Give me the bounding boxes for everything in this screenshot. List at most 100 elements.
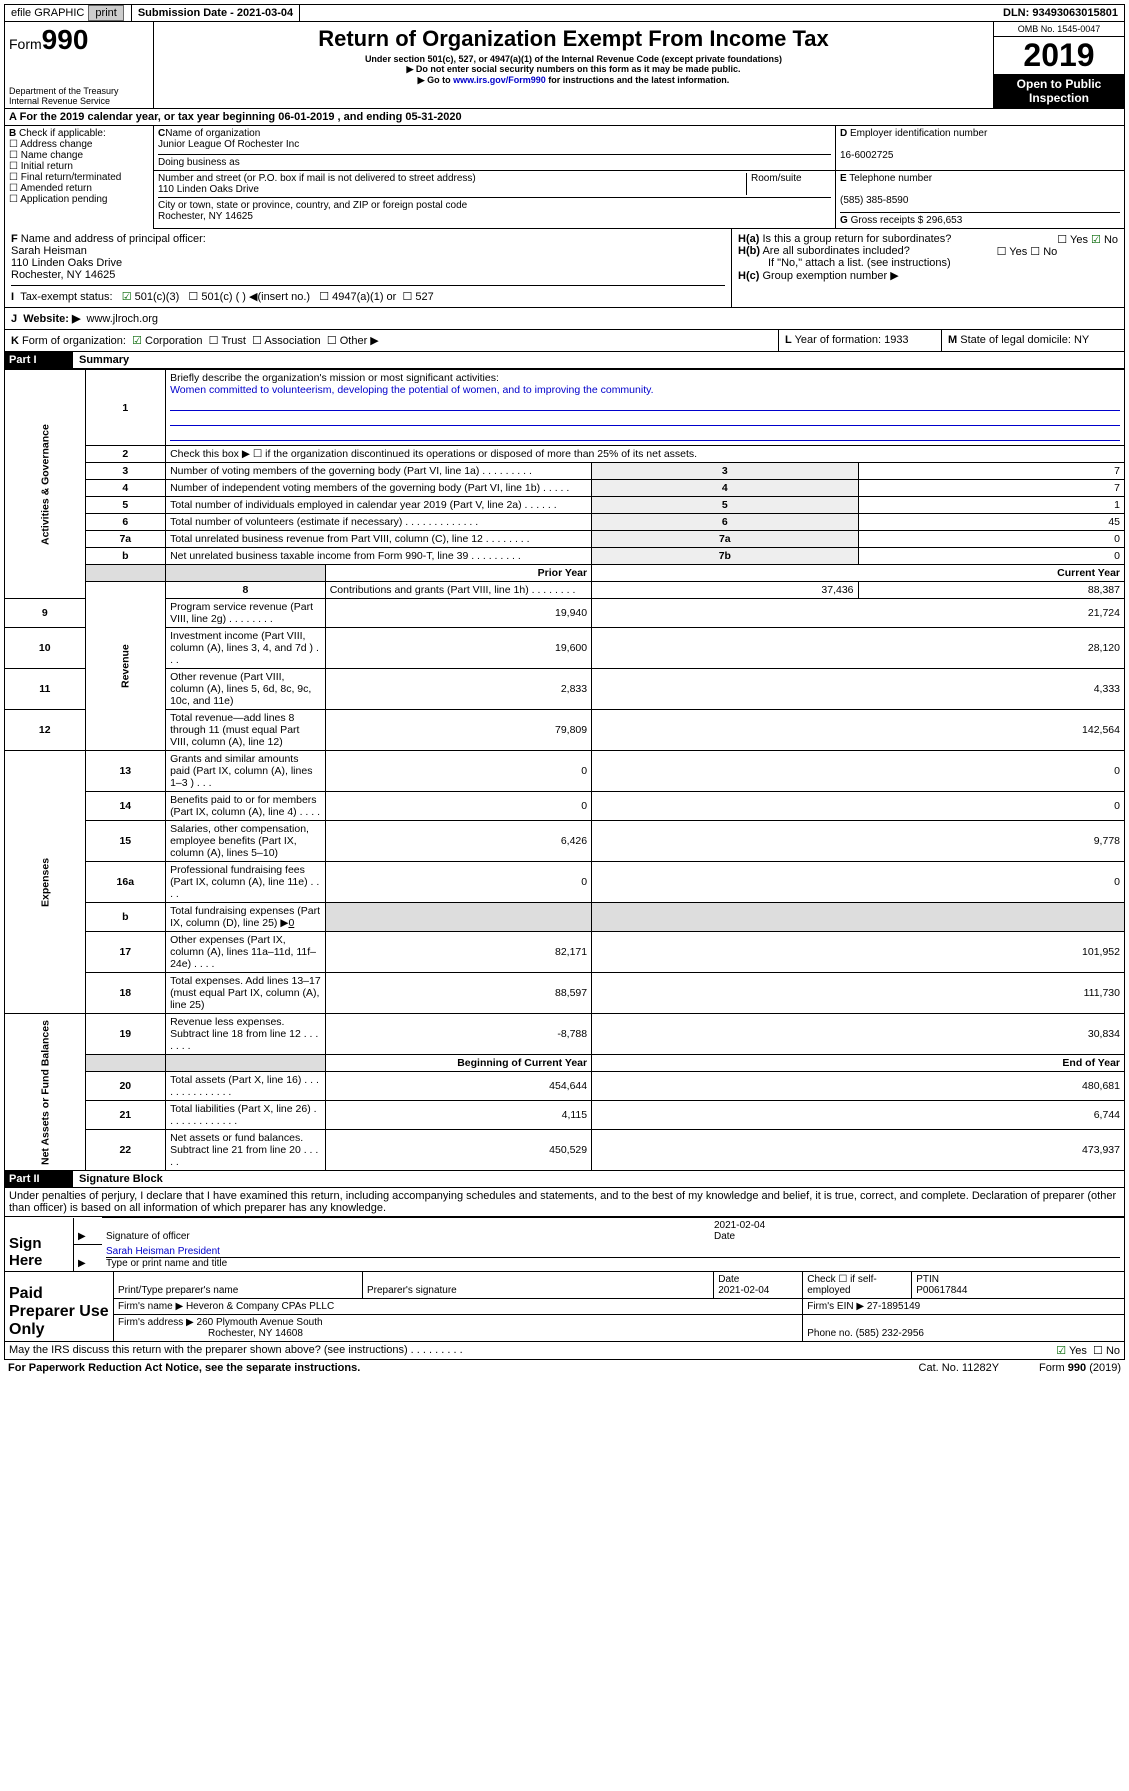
chk-initial[interactable]: Initial return — [9, 161, 73, 172]
topbar: efile GRAPHIC print Submission Date - 20… — [4, 4, 1125, 22]
chk-501c3[interactable]: 501(c)(3) — [122, 291, 180, 303]
subtitle-1: Under section 501(c), 527, or 4947(a)(1)… — [160, 54, 987, 64]
current-year-hdr: Current Year — [592, 565, 1125, 582]
ein-value: 16-6002725 — [840, 150, 893, 161]
website: www.jlroch.org — [87, 313, 159, 325]
line-2: Check this box ▶ ☐ if the organization d… — [166, 446, 1125, 463]
chk-4947[interactable]: 4947(a)(1) or — [319, 291, 396, 303]
chk-amended[interactable]: Amended return — [9, 183, 92, 194]
hb-label: Are all subordinates included? — [762, 245, 909, 257]
officer-name: Sarah Heisman — [11, 245, 87, 257]
chk-other[interactable]: Other ▶ — [327, 335, 379, 347]
form-footer: Form 990 (2019) — [1039, 1362, 1121, 1374]
firm-addr1: 260 Plymouth Avenue South — [197, 1317, 323, 1328]
phone-label: Telephone number — [849, 173, 932, 184]
firm-phone: (585) 232-2956 — [856, 1328, 924, 1339]
val-3: 7 — [858, 463, 1124, 480]
hb-note: If "No," attach a list. (see instruction… — [738, 257, 951, 269]
form-header: Form990 Department of the Treasury Inter… — [4, 22, 1125, 109]
section-k-l-m: K Form of organization: Corporation Trus… — [4, 330, 1125, 352]
chk-corp[interactable]: Corporation — [132, 335, 202, 347]
end-year-hdr: End of Year — [592, 1055, 1125, 1072]
firm-ein: 27-1895149 — [867, 1301, 920, 1312]
chk-527[interactable]: 527 — [402, 291, 433, 303]
room-label: Room/suite — [746, 173, 831, 195]
ha-label: Is this a group return for subordinates? — [762, 233, 951, 245]
hc-label: Group exemption number ▶ — [762, 270, 898, 282]
footer: For Paperwork Reduction Act Notice, see … — [4, 1360, 1125, 1376]
form990-link[interactable]: www.irs.gov/Form990 — [453, 75, 546, 85]
ptin: P00617844 — [916, 1285, 967, 1296]
chk-pending[interactable]: Application pending — [9, 194, 108, 205]
street-address: 110 Linden Oaks Drive — [158, 184, 259, 195]
dba-label: Doing business as — [158, 157, 240, 168]
efile-label: efile GRAPHIC print — [5, 5, 132, 21]
section-revenue: Revenue — [85, 582, 166, 751]
chk-final[interactable]: Final return/terminated — [9, 172, 121, 183]
print-button[interactable]: print — [88, 5, 123, 21]
paid-preparer: Paid Preparer Use Only Print/Type prepar… — [4, 1272, 1125, 1342]
omb-number: OMB No. 1545-0047 — [994, 22, 1124, 37]
section-a: A For the 2019 calendar year, or tax yea… — [4, 109, 1125, 126]
discuss-yes[interactable]: Yes — [1056, 1345, 1087, 1357]
chk-name[interactable]: Name change — [9, 150, 83, 161]
officer-addr2: Rochester, NY 14625 — [11, 269, 115, 281]
hb-no[interactable]: No — [1030, 246, 1057, 258]
firm-addr2: Rochester, NY 14608 — [118, 1328, 303, 1339]
city-state-zip: Rochester, NY 14625 — [158, 211, 253, 222]
discuss-row: May the IRS discuss this return with the… — [4, 1342, 1125, 1360]
prep-date: 2021-02-04 — [718, 1285, 769, 1296]
form-title: Return of Organization Exempt From Incom… — [160, 26, 987, 52]
phone-value: (585) 385-8590 — [840, 195, 908, 206]
b-title: Check if applicable: — [19, 128, 106, 139]
sign-here: Sign Here ▶ Signature of officer 2021-02… — [4, 1217, 1125, 1272]
discuss-no[interactable]: No — [1093, 1345, 1120, 1357]
submission-date: Submission Date - 2021-03-04 — [132, 5, 300, 21]
open-public: Open to Public Inspection — [994, 74, 1124, 108]
declaration: Under penalties of perjury, I declare th… — [4, 1188, 1125, 1217]
part-ii-header: Part IISignature Block — [4, 1171, 1125, 1188]
chk-trust[interactable]: Trust — [209, 335, 246, 347]
ha-no[interactable]: No — [1091, 234, 1118, 246]
chk-address[interactable]: Address change — [9, 139, 92, 150]
chk-assoc[interactable]: Association — [252, 335, 321, 347]
hb-yes[interactable]: Yes — [997, 246, 1028, 258]
chk-self-employed[interactable]: Check ☐ if self-employed — [803, 1272, 912, 1299]
section-netassets: Net Assets or Fund Balances — [5, 1014, 86, 1171]
section-governance: Activities & Governance — [5, 370, 86, 599]
ha-yes[interactable]: Yes — [1057, 234, 1088, 246]
officer-addr1: 110 Linden Oaks Drive — [11, 257, 122, 269]
val-4: 7 — [858, 480, 1124, 497]
val-7a: 0 — [858, 531, 1124, 548]
year-formed: 1933 — [884, 334, 908, 346]
subtitle-3: Go to www.irs.gov/Form990 for instructio… — [160, 75, 987, 86]
val-16b: 0 — [288, 917, 294, 929]
gross-receipts: 296,653 — [926, 215, 962, 226]
mission-text: Women committed to volunteerism, develop… — [170, 384, 653, 396]
chk-501c[interactable]: 501(c) ( ) ◀(insert no.) — [188, 291, 310, 303]
dept-treasury: Department of the Treasury — [9, 86, 149, 96]
officer-printed: Sarah Heisman President — [106, 1246, 220, 1257]
tax-year: 2019 — [994, 37, 1124, 74]
val-5: 1 — [858, 497, 1124, 514]
val-7b: 0 — [858, 548, 1124, 565]
domicile: NY — [1074, 334, 1089, 346]
part-i-header: Part ISummary — [4, 352, 1125, 369]
subtitle-2: Do not enter social security numbers on … — [160, 64, 987, 75]
beg-year-hdr: Beginning of Current Year — [325, 1055, 591, 1072]
dept-irs: Internal Revenue Service — [9, 96, 149, 106]
form-number: Form990 — [9, 24, 149, 56]
section-b-to-g: B Check if applicable: Address change Na… — [4, 126, 1125, 229]
section-expenses: Expenses — [5, 751, 86, 1014]
ein-label: Employer identification number — [850, 128, 987, 139]
dln: DLN: 93493063015801 — [997, 5, 1124, 21]
section-f-h: F Name and address of principal officer:… — [4, 229, 1125, 308]
section-j: J Website: ▶ www.jlroch.org — [4, 308, 1125, 330]
org-name: Junior League Of Rochester Inc — [158, 139, 299, 150]
prior-year-hdr: Prior Year — [325, 565, 591, 582]
summary-table: Activities & Governance 1Briefly describ… — [4, 369, 1125, 1171]
firm-name: Heveron & Company CPAs PLLC — [186, 1301, 334, 1312]
val-6: 45 — [858, 514, 1124, 531]
cat-no: Cat. No. 11282Y — [919, 1362, 1000, 1374]
sign-date: 2021-02-04 — [714, 1220, 765, 1231]
